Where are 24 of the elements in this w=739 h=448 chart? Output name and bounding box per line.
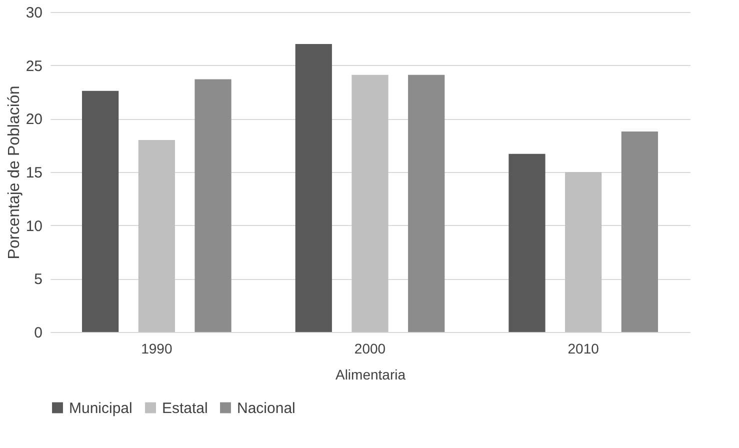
y-tick-label: 20 — [26, 111, 42, 128]
bar — [508, 154, 546, 332]
bar — [194, 79, 232, 332]
legend-label: Municipal — [69, 400, 132, 417]
y-axis-title: Porcentaje de Población — [6, 86, 23, 260]
x-axis-title: Alimentaria — [335, 366, 406, 382]
x-tick-label: 2000 — [354, 340, 386, 356]
bar — [138, 140, 175, 332]
bar — [352, 74, 388, 332]
bar — [565, 172, 602, 332]
y-tick-label: 0 — [34, 324, 42, 342]
bar — [621, 131, 658, 332]
bar — [82, 90, 119, 332]
y-tick-label: 15 — [26, 164, 42, 182]
y-tick-label: 25 — [26, 58, 42, 75]
legend-label: Nacional — [237, 400, 296, 417]
bar — [295, 44, 332, 332]
x-tick-label: 2010 — [568, 340, 600, 356]
y-tick-label: 10 — [26, 218, 42, 235]
x-tick-label: 1990 — [141, 340, 172, 356]
y-tick-label: 5 — [34, 271, 42, 288]
bar — [408, 74, 445, 332]
y-tick-label: 30 — [26, 4, 42, 22]
legend-label: Estatal — [162, 400, 208, 417]
